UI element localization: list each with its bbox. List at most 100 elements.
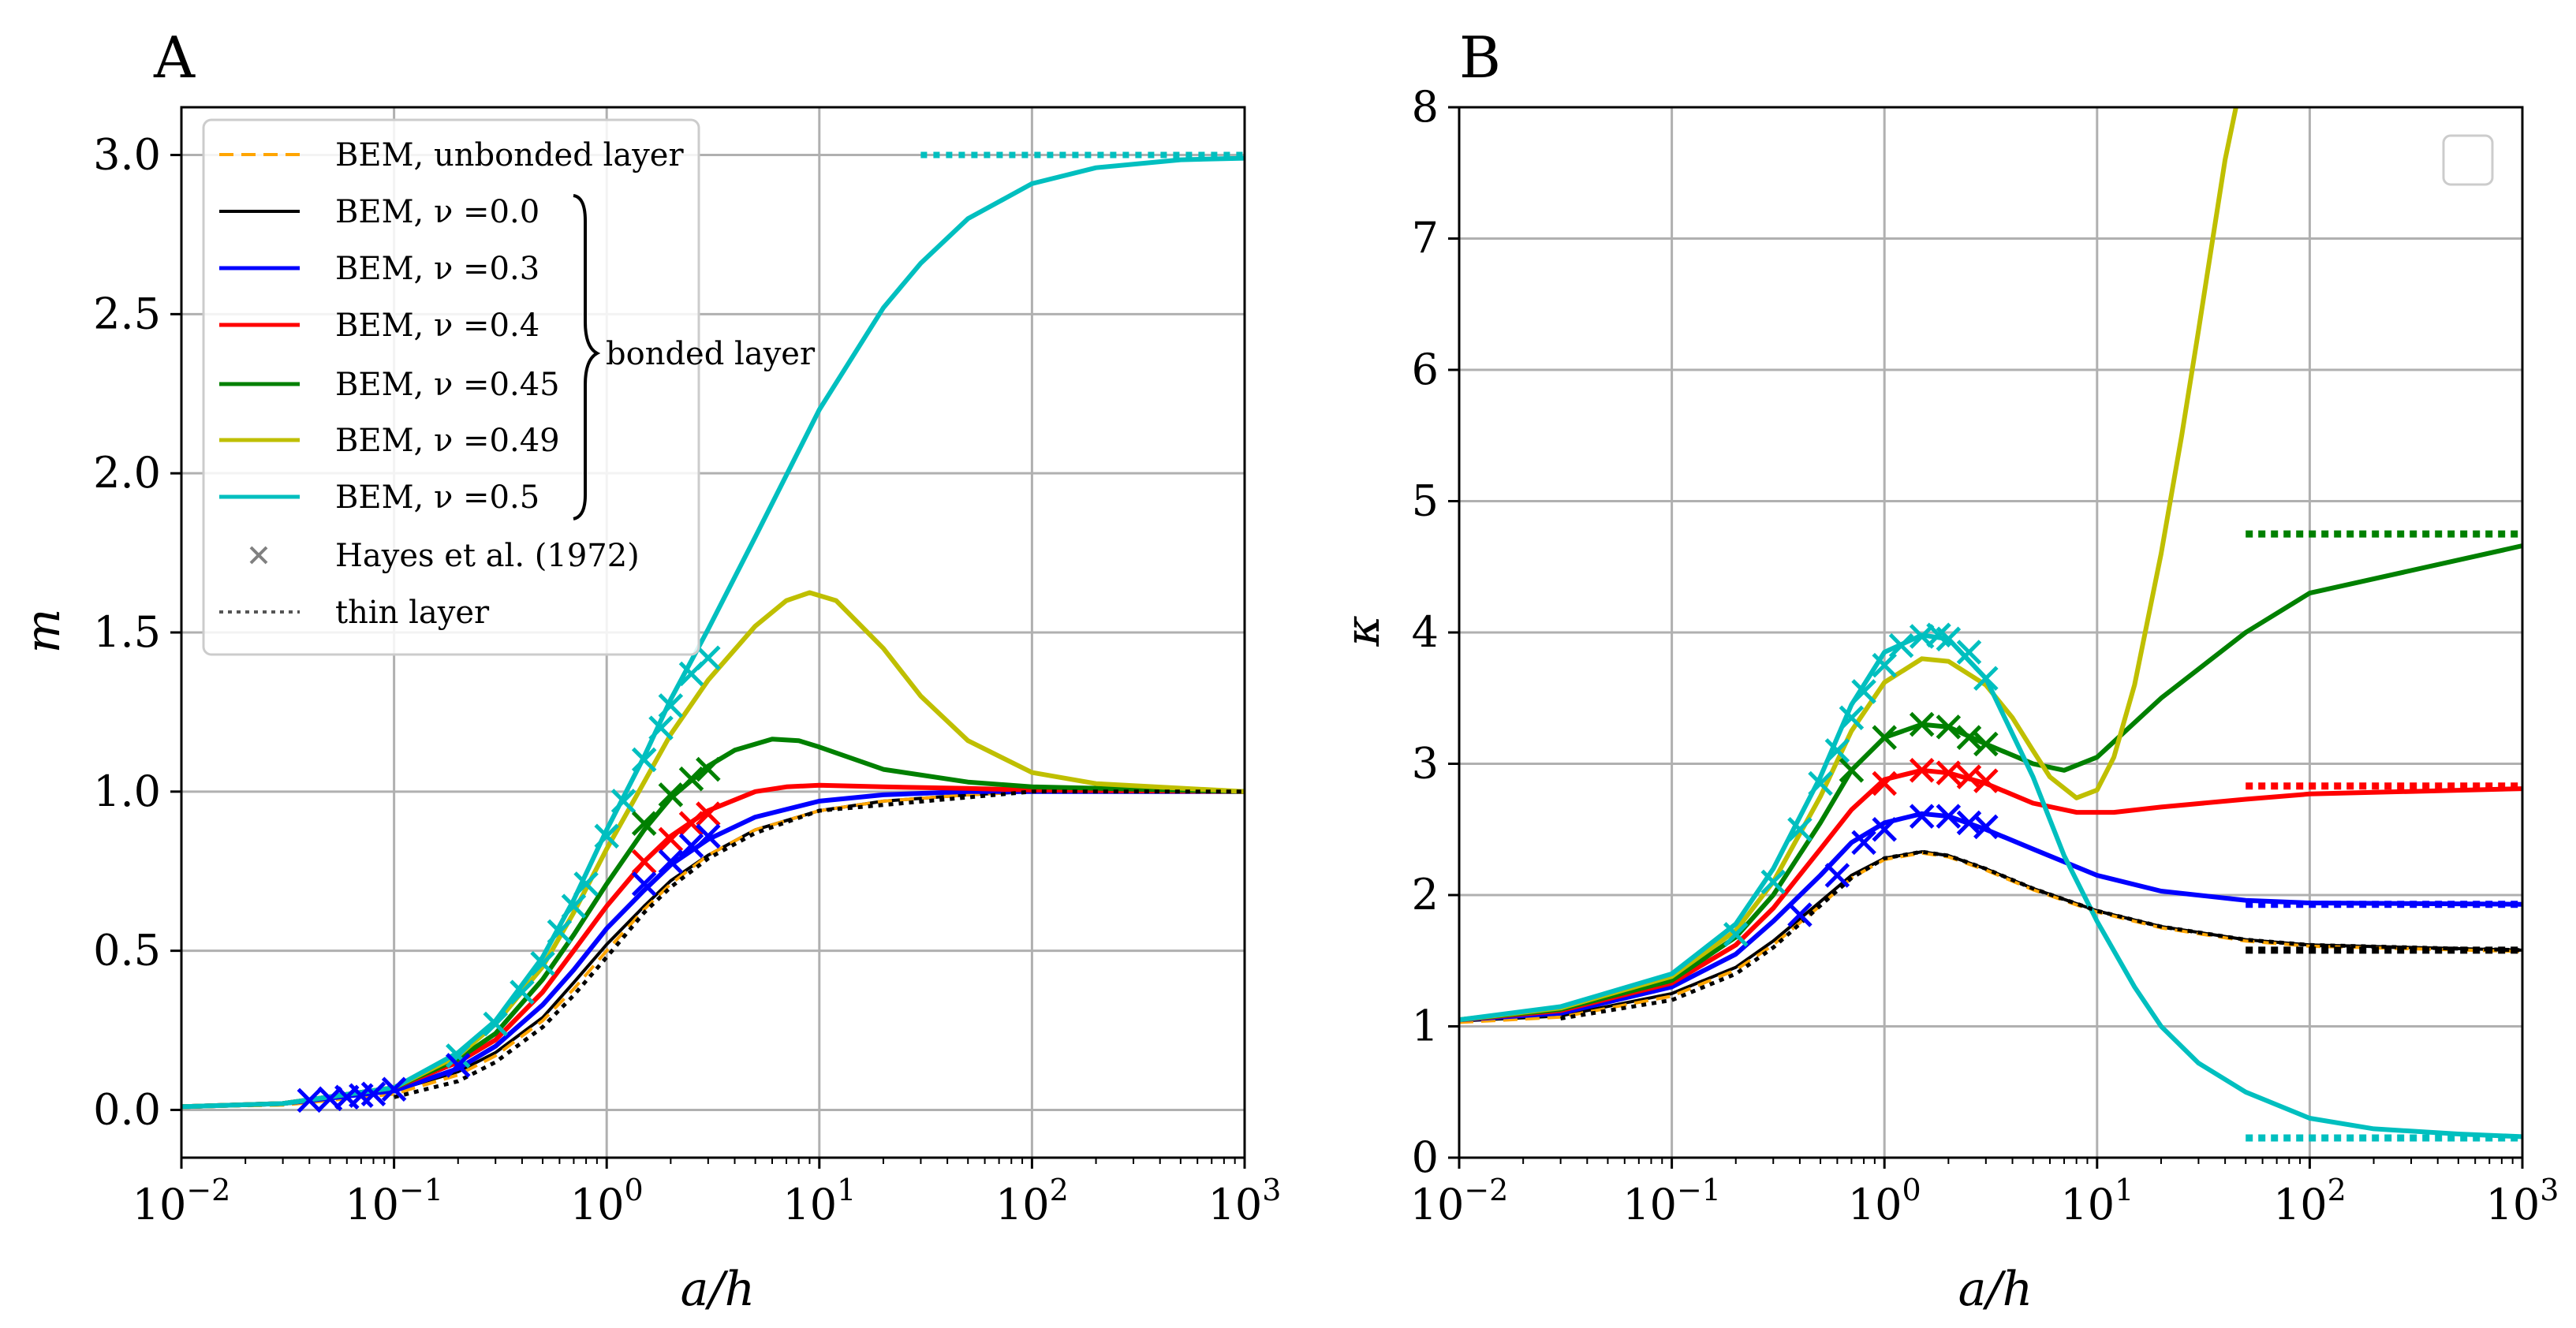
x-tick-base: 10 [570,1180,625,1229]
series-thin-layer-0-0 [1560,849,2522,1020]
y-tick-label: 1.5 [93,607,161,657]
data-point-marker [678,833,704,859]
x-tick-base: 10 [345,1180,399,1229]
x-tick-exponent: 3 [1262,1173,1281,1207]
panel-b-series [1459,107,2522,1142]
data-point-marker [1872,725,1897,750]
legend-swatch-hayes [249,546,268,565]
x-tick-base: 10 [2486,1180,2541,1229]
y-tick-label: 2 [1412,870,1439,920]
data-point-marker [1973,666,1999,692]
y-tick-label: 5 [1412,476,1439,526]
data-point-marker [696,823,721,849]
x-tick-exponent: −2 [186,1173,230,1207]
y-tick-label: 0 [1412,1132,1439,1182]
y-tick-label: 1 [1412,1002,1439,1051]
legend-label-hayes: Hayes et al. (1972) [335,538,640,574]
x-tick-label: 103 [1208,1173,1282,1229]
x-tick-base: 10 [1848,1180,1902,1229]
data-point-marker [610,789,637,814]
x-tick-label: 10−2 [1410,1173,1509,1229]
data-point-marker [631,871,657,897]
x-tick-label: 101 [782,1173,856,1229]
legend-label-nu-0-3: BEM, ν =0.3 [335,251,539,287]
data-point-marker [1909,804,1935,829]
data-point-marker [1839,705,1865,730]
y-tick-label: 7 [1412,214,1439,263]
series-bem-0-5 [1459,632,2522,1140]
data-point-marker [1936,626,1962,652]
legend-annotation-bonded: bonded layer [606,336,816,372]
panel-a-ticks: 10−2 10−1 100 101 102 1030.00.51.01.52.02.53.… [93,130,1281,1229]
data-point-marker [658,849,684,875]
legend-label-nu-0-4: BEM, ν =0.4 [335,308,539,344]
x-tick-exponent: 0 [1902,1173,1921,1207]
data-point-marker [1936,760,1962,785]
data-point-marker [1973,768,1999,793]
x-tick-label: 102 [995,1173,1069,1229]
data-point-marker [561,893,587,919]
legend-label-thin-layer: thin layer [335,595,490,631]
data-point-marker [547,919,573,945]
data-point-marker [1851,679,1876,704]
x-tick-label: 10−1 [1622,1173,1721,1229]
panel-a-markers [297,645,721,1114]
panel-a-ylabel: m [16,609,71,654]
data-point-marker [510,979,535,1005]
legend-label-nu-0-0: BEM, ν =0.0 [335,194,539,230]
legend-brace [573,194,601,520]
data-point-marker [1973,814,1999,840]
data-point-marker [1956,640,1982,665]
data-point-marker [696,756,721,782]
data-point-marker [445,1043,471,1069]
x-tick-label: 100 [1848,1173,1921,1229]
series-thin-layer-0-0 [393,789,1245,1099]
legend-label-unbonded: BEM, unbonded layer [335,137,684,173]
x-tick-exponent: 1 [2115,1173,2134,1207]
data-point-marker [1824,738,1850,763]
legend-label-nu-0-45: BEM, ν =0.45 [335,367,560,403]
data-point-marker [1936,714,1962,740]
data-point-marker [1973,731,1999,757]
x-tick-base: 10 [782,1180,837,1229]
data-point-marker [573,871,599,897]
x-tick-base: 10 [1208,1180,1263,1229]
x-tick-label: 10−2 [133,1173,231,1229]
data-point-marker [1851,830,1876,856]
data-point-marker [297,1087,323,1114]
y-tick-label: 3 [1412,739,1439,789]
x-tick-base: 10 [2060,1180,2115,1229]
series-bem-0-49 [181,590,1245,1110]
data-point-marker [1888,632,1914,658]
x-tick-label: 103 [2486,1173,2559,1229]
data-point-marker [1787,816,1813,842]
panel-b-ylabel: κ [1335,615,1391,647]
y-tick-label: 4 [1412,607,1439,657]
data-point-marker [1808,770,1833,796]
y-tick-label: 0.0 [93,1084,161,1134]
data-point-marker [1936,804,1962,829]
panel-b-xlabel: a/h [1958,1262,2033,1317]
panel-a-xlabel: a/h [681,1262,756,1317]
data-point-marker [1872,770,1897,796]
x-tick-exponent: −2 [1464,1173,1508,1207]
data-point-marker [1909,758,1935,783]
data-point-marker [360,1081,386,1107]
data-point-marker [631,747,657,773]
data-point-marker [1872,652,1897,678]
data-point-marker [445,1053,471,1078]
x-tick-label: 100 [570,1173,644,1229]
x-tick-exponent: 3 [2540,1173,2559,1207]
x-tick-base: 10 [133,1180,187,1229]
data-point-marker [483,1011,508,1037]
panel-a: 10−2 10−1 100 101 102 1030.00.51.01.52.02.53.… [16,24,1281,1317]
y-tick-label: 3.0 [93,130,161,180]
data-point-marker [678,811,704,836]
x-tick-exponent: 2 [2328,1173,2346,1207]
x-tick-label: 101 [2060,1173,2134,1229]
data-point-marker [381,1076,407,1102]
data-point-marker [1760,869,1786,895]
y-tick-label: 1.0 [93,767,161,816]
x-tick-base: 10 [995,1180,1050,1229]
x-tick-exponent: 2 [1050,1173,1069,1207]
